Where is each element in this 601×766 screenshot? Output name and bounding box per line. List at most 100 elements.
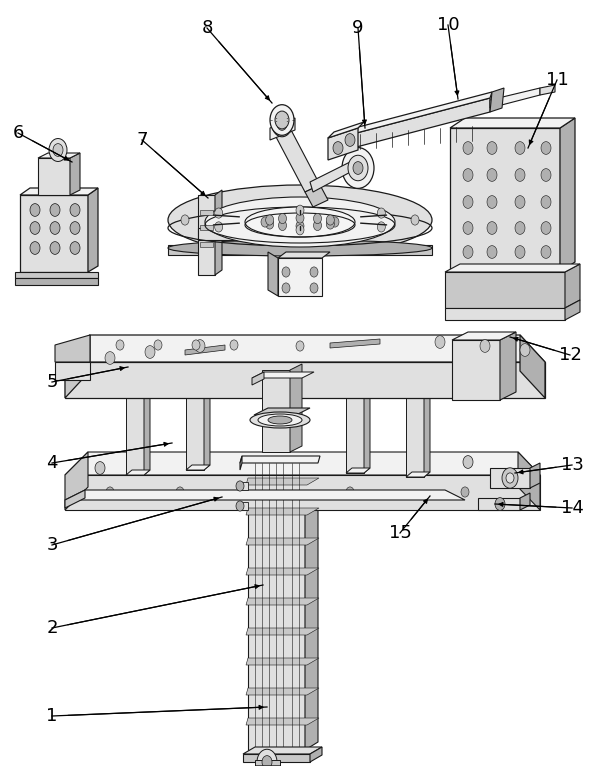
- Polygon shape: [248, 455, 318, 462]
- Circle shape: [541, 246, 551, 258]
- Text: 6: 6: [12, 124, 23, 142]
- Polygon shape: [240, 456, 320, 463]
- Polygon shape: [246, 478, 319, 485]
- Circle shape: [515, 221, 525, 234]
- Circle shape: [314, 214, 322, 224]
- Circle shape: [515, 142, 525, 155]
- Text: 7: 7: [136, 131, 148, 149]
- Circle shape: [348, 155, 368, 181]
- Circle shape: [154, 340, 162, 350]
- Polygon shape: [246, 628, 319, 635]
- Polygon shape: [452, 340, 500, 400]
- Polygon shape: [490, 468, 530, 488]
- Polygon shape: [328, 122, 364, 138]
- Polygon shape: [278, 252, 330, 258]
- Text: 12: 12: [558, 346, 581, 364]
- Polygon shape: [490, 88, 504, 112]
- Polygon shape: [268, 252, 278, 296]
- Polygon shape: [215, 190, 222, 275]
- Polygon shape: [520, 335, 545, 398]
- Ellipse shape: [268, 416, 292, 424]
- Polygon shape: [15, 272, 98, 278]
- Polygon shape: [65, 362, 545, 398]
- Circle shape: [277, 118, 287, 130]
- Polygon shape: [520, 493, 530, 510]
- Circle shape: [49, 139, 67, 162]
- Polygon shape: [240, 456, 242, 470]
- Circle shape: [377, 222, 385, 232]
- Polygon shape: [55, 362, 90, 380]
- Polygon shape: [65, 490, 85, 508]
- Polygon shape: [204, 385, 210, 470]
- Ellipse shape: [250, 412, 310, 428]
- Circle shape: [463, 246, 473, 258]
- Polygon shape: [248, 462, 305, 750]
- Polygon shape: [310, 747, 322, 762]
- Circle shape: [70, 204, 80, 216]
- Circle shape: [310, 283, 318, 293]
- Circle shape: [30, 241, 40, 254]
- Text: 13: 13: [561, 456, 584, 474]
- Circle shape: [342, 148, 374, 188]
- Text: 5: 5: [46, 373, 58, 391]
- Circle shape: [415, 452, 425, 464]
- Circle shape: [70, 221, 80, 234]
- Polygon shape: [186, 390, 204, 470]
- Circle shape: [377, 208, 385, 218]
- Circle shape: [310, 267, 318, 277]
- Polygon shape: [275, 128, 320, 192]
- Polygon shape: [478, 498, 520, 510]
- Polygon shape: [246, 688, 319, 695]
- Polygon shape: [15, 278, 98, 285]
- Polygon shape: [126, 395, 144, 475]
- Circle shape: [463, 195, 473, 208]
- Text: 15: 15: [389, 524, 412, 542]
- Circle shape: [106, 487, 114, 497]
- Circle shape: [515, 195, 525, 208]
- Polygon shape: [20, 188, 98, 195]
- Circle shape: [463, 142, 473, 155]
- Circle shape: [326, 219, 334, 229]
- Circle shape: [257, 749, 277, 766]
- Circle shape: [176, 487, 184, 497]
- Polygon shape: [126, 470, 150, 475]
- Polygon shape: [255, 760, 280, 766]
- Polygon shape: [278, 258, 322, 296]
- Polygon shape: [560, 118, 575, 272]
- Circle shape: [296, 341, 304, 351]
- Polygon shape: [330, 339, 380, 348]
- Text: 14: 14: [561, 499, 584, 517]
- Ellipse shape: [168, 185, 432, 255]
- Polygon shape: [262, 370, 290, 452]
- Circle shape: [435, 336, 445, 349]
- Circle shape: [520, 344, 530, 356]
- Circle shape: [296, 205, 304, 215]
- Circle shape: [278, 221, 287, 231]
- Polygon shape: [144, 390, 150, 475]
- Text: 10: 10: [437, 16, 459, 34]
- Polygon shape: [345, 126, 358, 150]
- Ellipse shape: [258, 414, 302, 426]
- Circle shape: [236, 501, 244, 511]
- Polygon shape: [290, 364, 302, 452]
- Circle shape: [333, 142, 343, 155]
- Circle shape: [50, 221, 60, 234]
- Circle shape: [463, 221, 473, 234]
- Circle shape: [353, 162, 363, 175]
- Polygon shape: [406, 472, 430, 477]
- Circle shape: [278, 214, 287, 224]
- Circle shape: [463, 169, 473, 182]
- Polygon shape: [406, 397, 424, 477]
- Text: 2: 2: [46, 619, 58, 637]
- Circle shape: [192, 340, 200, 350]
- Circle shape: [272, 111, 292, 137]
- Circle shape: [487, 169, 497, 182]
- Circle shape: [50, 204, 60, 216]
- Polygon shape: [246, 598, 319, 605]
- Polygon shape: [445, 272, 565, 308]
- Circle shape: [145, 345, 155, 358]
- Polygon shape: [345, 92, 492, 136]
- Polygon shape: [305, 185, 328, 207]
- Polygon shape: [65, 335, 90, 398]
- Polygon shape: [38, 158, 70, 195]
